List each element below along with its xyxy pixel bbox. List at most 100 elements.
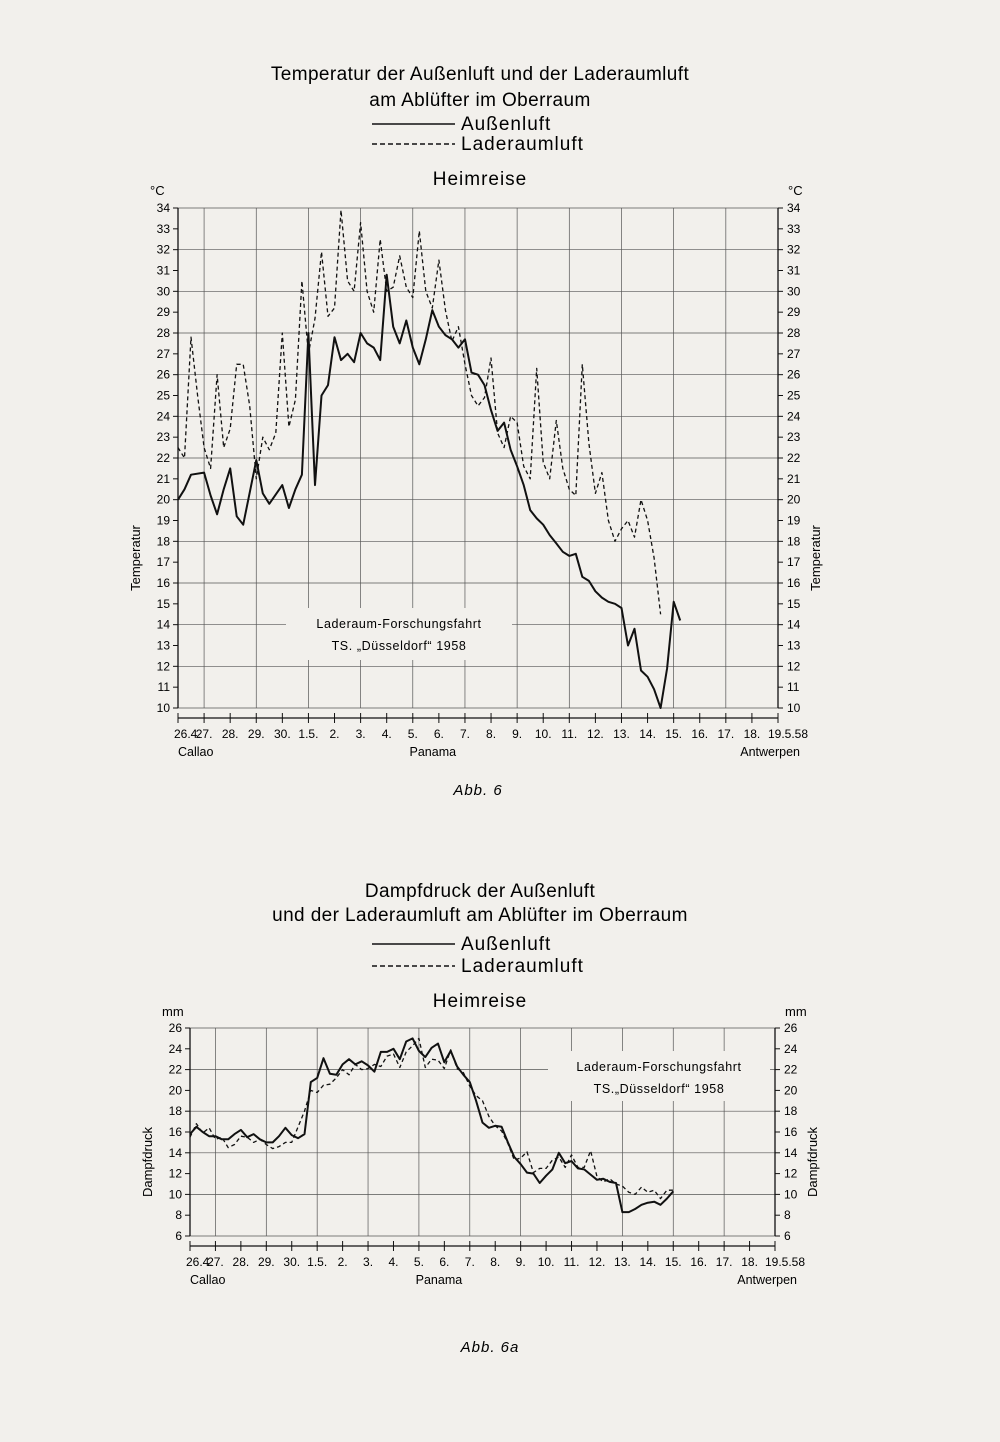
y-tick-label-right: 19 xyxy=(787,514,801,528)
x-tick-label: 3. xyxy=(363,1255,373,1269)
x-tick-label: 16. xyxy=(690,1255,707,1269)
figure-caption: Abb. 6a xyxy=(460,1339,520,1356)
y-tick-label-left: 31 xyxy=(157,264,171,278)
y-tick-label-right: 23 xyxy=(787,430,801,444)
y-tick-label-left: 10 xyxy=(157,701,171,715)
y-tick-label-left: 18 xyxy=(169,1104,183,1118)
place-label: Panama xyxy=(410,745,457,759)
y-tick-label-right: 10 xyxy=(787,701,801,715)
y-tick-label-right: 22 xyxy=(787,451,801,465)
x-tick-label: 8. xyxy=(490,1255,500,1269)
y-tick-label-left: 14 xyxy=(169,1146,183,1160)
x-tick-label: 15. xyxy=(665,1255,682,1269)
x-tick-label: 27. xyxy=(207,1255,224,1269)
x-tick-label: 9. xyxy=(516,1255,526,1269)
legend-label-aussenluft: Außenluft xyxy=(461,114,551,135)
x-tick-label: 28. xyxy=(222,727,239,741)
y-unit-right: mm xyxy=(785,1004,807,1019)
y-tick-label-right: 11 xyxy=(787,680,800,694)
x-tick-label: 30. xyxy=(274,727,291,741)
section-heading: Heimreise xyxy=(433,169,528,190)
y-tick-label-left: 11 xyxy=(158,680,171,694)
y-tick-label-right: 20 xyxy=(784,1083,798,1097)
x-tick-label: 7. xyxy=(460,727,470,741)
x-tick-label: 19.5.58 xyxy=(768,727,808,741)
y-tick-label-left: 23 xyxy=(157,430,171,444)
x-tick-label: 18. xyxy=(744,727,761,741)
x-tick-label: 6. xyxy=(439,1255,449,1269)
y-tick-label-right: 30 xyxy=(787,284,801,298)
y-tick-label-left: 29 xyxy=(157,305,171,319)
x-tick-label: 30. xyxy=(283,1255,300,1269)
note-background xyxy=(548,1051,770,1101)
y-tick-label-right: 26 xyxy=(787,368,801,382)
y-tick-label-left: 15 xyxy=(157,597,171,611)
x-tick-label: 11. xyxy=(561,727,577,741)
y-tick-label-right: 12 xyxy=(784,1167,798,1181)
y-tick-label-right: 6 xyxy=(784,1229,791,1243)
y-tick-label-right: 17 xyxy=(787,555,801,569)
y-tick-label-left: 13 xyxy=(157,639,171,653)
x-tick-label: 2. xyxy=(330,727,340,741)
plot-grid xyxy=(177,207,779,709)
y-tick-label-right: 12 xyxy=(787,659,801,673)
x-tick-label: 16. xyxy=(691,727,708,741)
note-line-2: TS. „Düsseldorf“ 1958 xyxy=(332,639,467,653)
x-tick-label: 13. xyxy=(614,1255,631,1269)
y-tick-label-left: 20 xyxy=(169,1083,183,1097)
y-tick-label-left: 24 xyxy=(169,1042,183,1056)
x-tick-label: 15. xyxy=(665,727,682,741)
y-tick-label-right: 24 xyxy=(787,409,801,423)
x-tick-label: 13. xyxy=(613,727,630,741)
x-tick-label: 29. xyxy=(248,727,265,741)
chart-1: Temperatur der Außenluft und der Laderau… xyxy=(128,64,823,799)
y-tick-label-right: 33 xyxy=(787,222,801,236)
x-tick-label: 17. xyxy=(717,727,734,741)
y-tick-label-right: 13 xyxy=(787,639,801,653)
y-tick-label-left: 26 xyxy=(157,368,171,382)
section-heading: Heimreise xyxy=(433,991,528,1012)
y-tick-label-right: 31 xyxy=(787,264,801,278)
y-tick-label-right: 14 xyxy=(784,1146,798,1160)
x-tick-label: 7. xyxy=(465,1255,475,1269)
x-tick-label: 26.4. xyxy=(174,727,201,741)
y-tick-label-right: 29 xyxy=(787,305,801,319)
place-label: Panama xyxy=(416,1273,463,1287)
x-tick-label: 1.5. xyxy=(298,727,318,741)
y-tick-label-left: 32 xyxy=(157,243,171,257)
y-tick-label-left: 17 xyxy=(157,555,171,569)
x-tick-label: 14. xyxy=(639,1255,656,1269)
x-tick-label: 5. xyxy=(414,1255,424,1269)
legend-label-laderaumluft: Laderaumluft xyxy=(461,956,584,977)
chart-subtitle: und der Laderaumluft am Ablüfter im Ober… xyxy=(272,905,688,926)
x-tick-label: 10. xyxy=(535,727,552,741)
y-tick-label-left: 34 xyxy=(157,201,171,215)
y-tick-label-right: 25 xyxy=(787,389,801,403)
y-tick-label-right: 18 xyxy=(787,534,801,548)
y-axis-title-right: Dampfdruck xyxy=(805,1126,820,1197)
x-tick-label: 17. xyxy=(716,1255,733,1269)
y-tick-label-left: 22 xyxy=(157,451,171,465)
x-tick-label: 18. xyxy=(741,1255,758,1269)
y-tick-label-left: 33 xyxy=(157,222,171,236)
y-tick-label-right: 16 xyxy=(784,1125,798,1139)
place-label: Callao xyxy=(190,1273,225,1287)
note-background xyxy=(286,608,512,660)
x-tick-label: 8. xyxy=(486,727,496,741)
series-line-laderaumluft xyxy=(189,1037,674,1200)
chart-title: Dampfdruck der Außenluft xyxy=(365,881,596,902)
y-tick-label-left: 20 xyxy=(157,493,171,507)
note-line-1: Laderaum-Forschungsfahrt xyxy=(576,1060,741,1074)
place-label: Callao xyxy=(178,745,213,759)
y-tick-label-left: 19 xyxy=(157,514,171,528)
y-tick-label-left: 24 xyxy=(157,409,171,423)
x-tick-label: 29. xyxy=(258,1255,275,1269)
y-tick-label-left: 16 xyxy=(169,1125,183,1139)
y-tick-label-right: 10 xyxy=(784,1187,798,1201)
y-tick-label-right: 26 xyxy=(784,1021,798,1035)
x-tick-label: 26.4. xyxy=(186,1255,213,1269)
x-tick-label: 19.5.58 xyxy=(765,1255,805,1269)
y-tick-label-right: 27 xyxy=(787,347,801,361)
y-tick-label-left: 28 xyxy=(157,326,171,340)
